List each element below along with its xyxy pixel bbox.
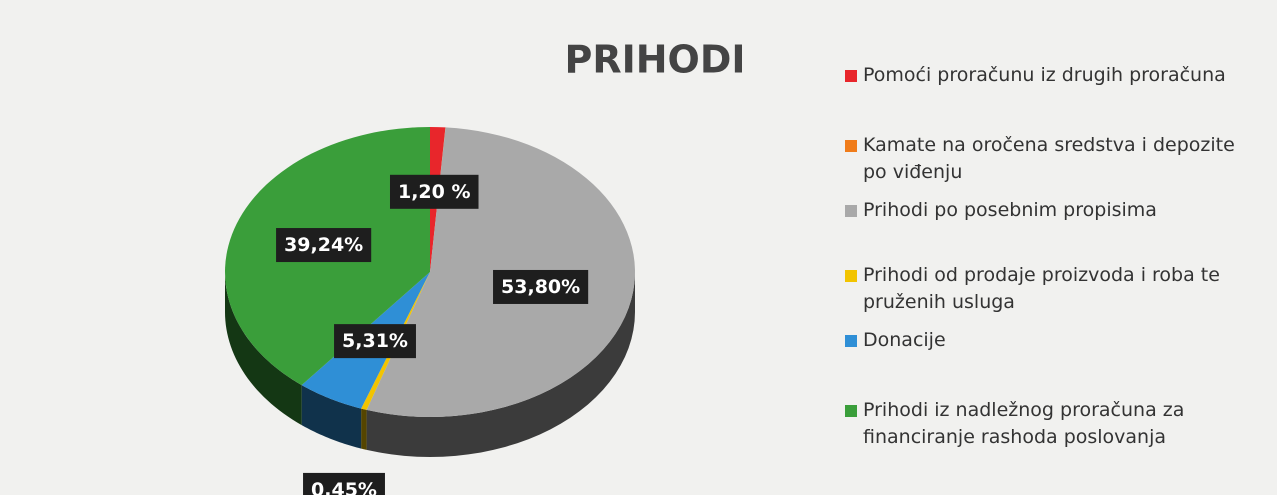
data-label-text: 5,31% bbox=[342, 330, 408, 352]
data-label-text: 53,80% bbox=[501, 276, 580, 298]
data-label-box bbox=[276, 228, 372, 263]
data-label: 39,24% bbox=[276, 228, 372, 263]
legend-item: Prihodi iz nadležnog proračuna za financ… bbox=[845, 397, 1263, 451]
data-label-box bbox=[334, 324, 416, 359]
legend-swatch bbox=[845, 335, 857, 347]
legend-label: Prihodi po posebnim propisima bbox=[863, 199, 1157, 221]
legend-swatch bbox=[845, 70, 857, 82]
legend-label: Prihodi od prodaje proizvoda i roba te p… bbox=[863, 264, 1220, 313]
legend-item: Donacije bbox=[845, 327, 1263, 354]
data-label-box bbox=[493, 269, 589, 304]
legend-swatch bbox=[845, 205, 857, 217]
data-label: 1,20 % bbox=[389, 174, 479, 209]
legend-item: Pomoći proračunu iz drugih proračuna bbox=[845, 62, 1263, 89]
legend-item: Prihodi od prodaje proizvoda i roba te p… bbox=[845, 262, 1263, 316]
data-label: 0,45% bbox=[303, 472, 385, 495]
data-label-text: 0,45% bbox=[311, 479, 377, 495]
data-label-text: 39,24% bbox=[284, 234, 363, 256]
legend-swatch bbox=[845, 405, 857, 417]
chart-title: PRIHODI bbox=[564, 38, 745, 82]
legend-label: Donacije bbox=[863, 329, 946, 351]
data-label-text: 1,20 % bbox=[398, 181, 471, 203]
legend-item: Prihodi po posebnim propisima bbox=[845, 197, 1263, 224]
legend-label: Kamate na oročena sredstva i depozite po… bbox=[863, 134, 1235, 183]
legend-swatch bbox=[845, 270, 857, 282]
data-label: 5,31% bbox=[334, 324, 416, 359]
legend-label: Prihodi iz nadležnog proračuna za financ… bbox=[863, 399, 1185, 448]
slice-side bbox=[361, 408, 367, 450]
legend-label: Pomoći proračunu iz drugih proračuna bbox=[863, 64, 1226, 86]
slice-side bbox=[301, 385, 362, 449]
data-label-box bbox=[303, 472, 385, 495]
legend-item: Kamate na oročena sredstva i depozite po… bbox=[845, 132, 1263, 186]
data-label: 53,80% bbox=[493, 269, 589, 304]
legend-swatch bbox=[845, 140, 857, 152]
slice-side bbox=[225, 272, 302, 426]
data-label-box bbox=[389, 174, 479, 209]
slice-side bbox=[366, 272, 635, 457]
